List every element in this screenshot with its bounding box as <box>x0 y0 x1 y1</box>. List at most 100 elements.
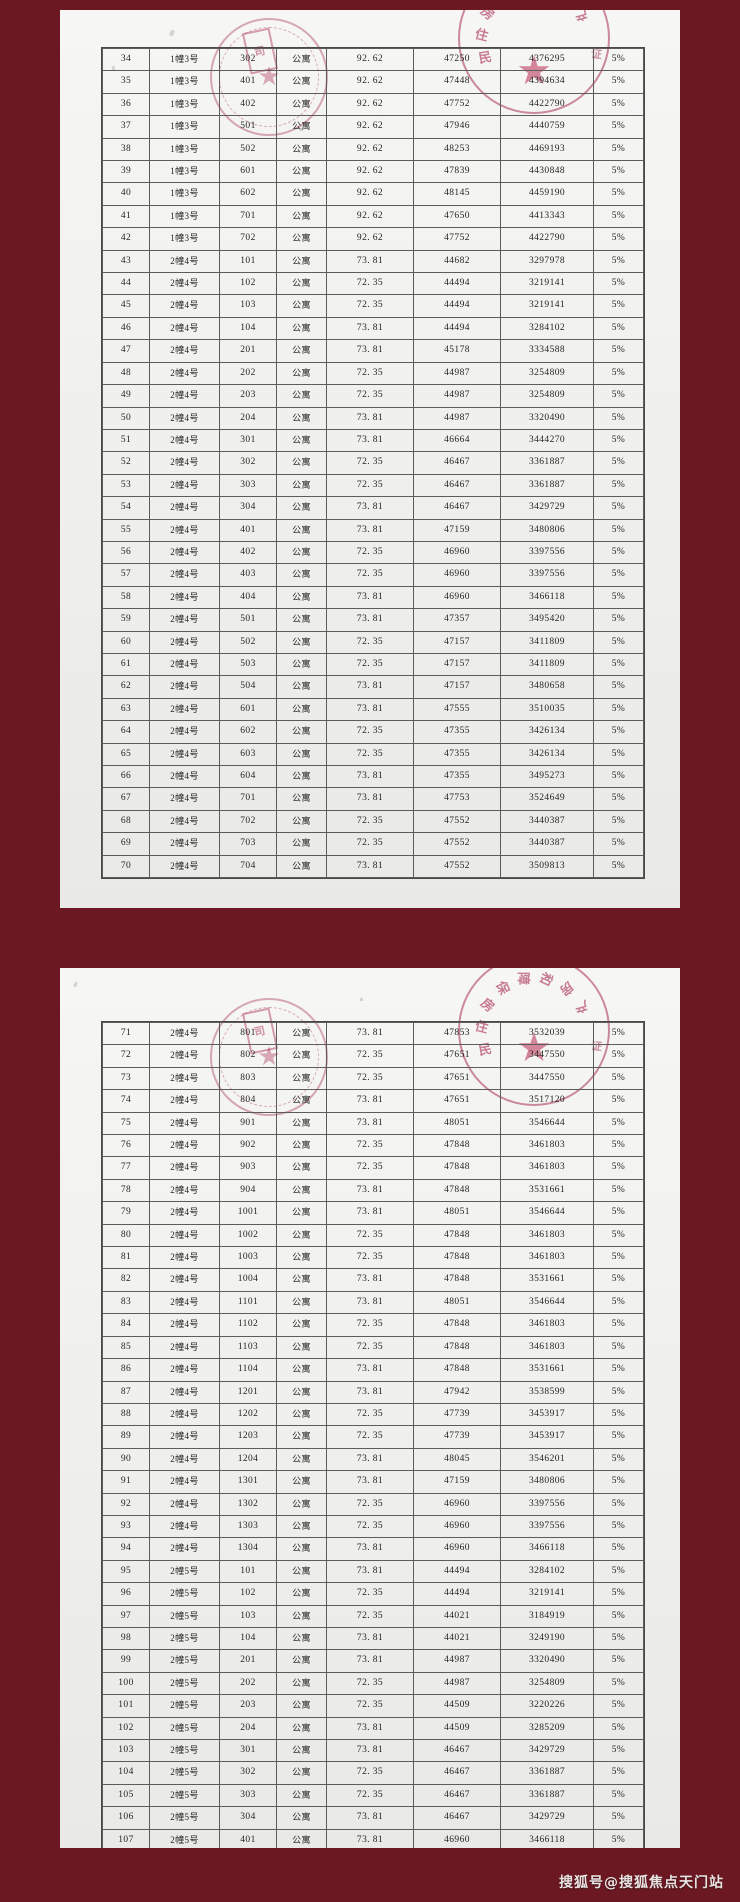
cell-float-rate: 5% <box>593 1716 644 1741</box>
cell-floor-area: 73. 81 <box>326 316 414 341</box>
cell-unit-no: 302 <box>219 1761 277 1785</box>
cell-row-index: 94 <box>102 1537 150 1561</box>
cell-floor-area: 72. 35 <box>326 720 414 744</box>
cell-building-no: 2幢4号 <box>149 1470 220 1494</box>
cell-float-rate: 5% <box>593 496 644 520</box>
cell-unit-no: 1204 <box>219 1447 277 1472</box>
scan-speck <box>360 998 363 1001</box>
cell-usage-type: 公寓 <box>276 451 327 475</box>
cell-total-price: 4430848 <box>500 160 594 184</box>
cell-unit-price: 47848 <box>413 1223 501 1248</box>
cell-unit-no: 703 <box>219 832 277 856</box>
cell-float-rate: 5% <box>593 1694 644 1718</box>
cell-usage-type: 公寓 <box>276 1806 327 1830</box>
cell-float-rate: 5% <box>593 227 644 251</box>
cell-row-index: 73 <box>102 1066 150 1091</box>
cell-floor-area: 73. 81 <box>326 1021 414 1046</box>
cell-usage-type: 公寓 <box>276 1582 327 1606</box>
cell-usage-type: 公寓 <box>276 1268 327 1292</box>
cell-building-no: 2幢4号 <box>149 1246 220 1270</box>
cell-total-price: 3461803 <box>500 1313 594 1337</box>
cell-building-no: 2幢4号 <box>149 809 220 834</box>
cell-total-price: 3524649 <box>500 787 594 811</box>
cell-building-no: 2幢4号 <box>149 742 220 767</box>
cell-unit-price: 47157 <box>413 675 501 699</box>
cell-float-rate: 5% <box>593 1604 644 1628</box>
cell-floor-area: 73. 81 <box>326 1537 414 1561</box>
table-row: 61 2幢4号 503 公寓 72. 35 47157 3411809 5% <box>102 652 644 677</box>
table-row: 53 2幢4号 303 公寓 72. 35 46467 3361887 5% <box>102 473 644 498</box>
cell-floor-area: 72. 35 <box>326 1066 414 1091</box>
table-row: 83 2幢4号 1101 公寓 73. 81 48051 3546644 5% <box>102 1290 644 1315</box>
cell-unit-price: 47752 <box>413 92 501 117</box>
cell-building-no: 2幢4号 <box>149 1156 220 1180</box>
cell-total-price: 3320490 <box>500 1649 594 1673</box>
cell-total-price: 3480658 <box>500 675 594 699</box>
table-row: 50 2幢4号 204 公寓 73. 81 44987 3320490 5% <box>102 406 644 430</box>
cell-floor-area: 73. 81 <box>326 1380 414 1404</box>
cell-unit-no: 1303 <box>219 1514 277 1539</box>
cell-unit-no: 401 <box>219 518 277 542</box>
cell-usage-type: 公寓 <box>276 1425 327 1449</box>
cell-unit-no: 1304 <box>219 1537 277 1561</box>
cell-unit-no: 901 <box>219 1111 277 1136</box>
cell-building-no: 2幢4号 <box>149 1021 220 1046</box>
cell-floor-area: 92. 62 <box>326 137 414 162</box>
cell-float-rate: 5% <box>593 1626 644 1651</box>
cell-float-rate: 5% <box>593 1470 644 1494</box>
cell-usage-type: 公寓 <box>276 204 327 229</box>
cell-row-index: 39 <box>102 160 150 184</box>
cell-float-rate: 5% <box>593 652 644 677</box>
cell-usage-type: 公寓 <box>276 1470 327 1494</box>
cell-unit-no: 601 <box>219 160 277 184</box>
cell-total-price: 3361887 <box>500 451 594 475</box>
cell-unit-no: 503 <box>219 652 277 677</box>
cell-floor-area: 92. 62 <box>326 115 414 139</box>
cell-float-rate: 5% <box>593 518 644 542</box>
cell-floor-area: 72. 35 <box>326 1425 414 1449</box>
cell-unit-no: 1201 <box>219 1380 277 1404</box>
cell-building-no: 1幢3号 <box>149 137 220 162</box>
table-row: 97 2幢5号 103 公寓 72. 35 44021 3184919 5% <box>102 1604 644 1628</box>
cell-floor-area: 72. 35 <box>326 384 414 408</box>
cell-unit-price: 47848 <box>413 1246 501 1270</box>
cell-row-index: 101 <box>102 1694 150 1718</box>
cell-unit-price: 44682 <box>413 249 501 274</box>
cell-float-rate: 5% <box>593 182 644 206</box>
cell-floor-area: 72. 35 <box>326 540 414 565</box>
table-row: 63 2幢4号 601 公寓 73. 81 47555 3510035 5% <box>102 697 644 722</box>
cell-unit-no: 1002 <box>219 1223 277 1248</box>
source-watermark: 搜狐号@搜狐焦点天门站 <box>559 1875 724 1891</box>
cell-usage-type: 公寓 <box>276 70 327 94</box>
table-row: 69 2幢4号 703 公寓 72. 35 47552 3440387 5% <box>102 832 644 856</box>
cell-unit-price: 44021 <box>413 1626 501 1651</box>
cell-unit-no: 501 <box>219 608 277 632</box>
cell-unit-no: 1104 <box>219 1358 277 1382</box>
cell-unit-no: 603 <box>219 742 277 767</box>
cell-floor-area: 73. 81 <box>326 1201 414 1225</box>
table-row: 87 2幢4号 1201 公寓 73. 81 47942 3538599 5% <box>102 1380 644 1404</box>
cell-unit-price: 44987 <box>413 1671 501 1696</box>
cell-unit-price: 47651 <box>413 1044 501 1068</box>
cell-unit-no: 1001 <box>219 1201 277 1225</box>
table-row: 44 2幢4号 102 公寓 72. 35 44494 3219141 5% <box>102 272 644 296</box>
cell-unit-price: 44509 <box>413 1716 501 1741</box>
cell-unit-no: 601 <box>219 697 277 722</box>
cell-total-price: 3184919 <box>500 1604 594 1628</box>
cell-floor-area: 72. 35 <box>326 809 414 834</box>
cell-floor-area: 73. 81 <box>326 1738 414 1763</box>
table-row: 96 2幢5号 102 公寓 72. 35 44494 3219141 5% <box>102 1582 644 1606</box>
cell-building-no: 2幢4号 <box>149 1514 220 1539</box>
cell-float-rate: 5% <box>593 428 644 453</box>
cell-total-price: 3531661 <box>500 1268 594 1292</box>
cell-floor-area: 73. 81 <box>326 1447 414 1472</box>
table-row: 34 1幢3号 302 公寓 92. 62 47250 4376295 5% <box>102 47 644 72</box>
table-row: 68 2幢4号 702 公寓 72. 35 47552 3440387 5% <box>102 809 644 834</box>
cell-float-rate: 5% <box>593 1089 644 1113</box>
cell-total-price: 3509813 <box>500 854 594 879</box>
table-row: 74 2幢4号 804 公寓 73. 81 47651 3517120 5% <box>102 1089 644 1113</box>
cell-unit-no: 204 <box>219 1716 277 1741</box>
cell-unit-no: 402 <box>219 540 277 565</box>
cell-building-no: 2幢5号 <box>149 1604 220 1628</box>
cell-unit-no: 404 <box>219 585 277 610</box>
